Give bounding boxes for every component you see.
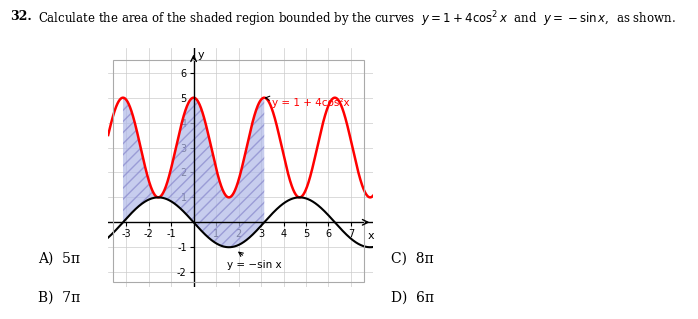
Text: Calculate the area of the shaded region bounded by the curves  $y=1+4\cos^2x$  a: Calculate the area of the shaded region … (38, 10, 676, 29)
Text: A)  5π: A) 5π (38, 252, 80, 266)
Text: y = −sin x: y = −sin x (228, 252, 282, 270)
Text: B)  7π: B) 7π (38, 290, 81, 304)
Text: y = 1 + 4cos²x: y = 1 + 4cos²x (265, 96, 350, 108)
Text: y: y (198, 50, 205, 60)
Text: x: x (368, 231, 375, 241)
Text: C)  8π: C) 8π (391, 252, 433, 266)
Text: 32.: 32. (10, 10, 32, 23)
Text: D)  6π: D) 6π (391, 290, 434, 304)
